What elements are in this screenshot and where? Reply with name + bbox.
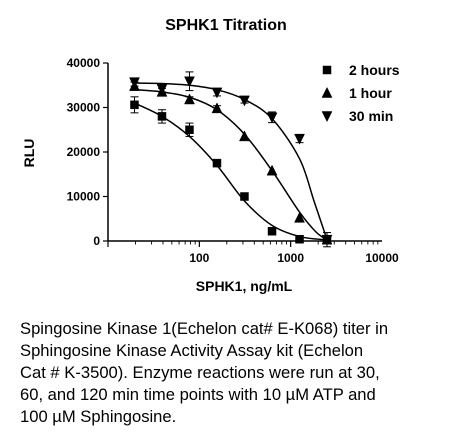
legend-label-1: 2 hours: [349, 62, 400, 78]
data-point-3: [321, 234, 333, 246]
legend-item-3: 30 min: [321, 108, 393, 124]
chart-figure: SPHK1 Titration 0 10000 20000 30000 40000 100…: [21, 17, 400, 294]
legend-label-2: 1 hour: [349, 85, 392, 101]
legend-marker-3: [321, 111, 333, 123]
y-tick-label: 30000: [67, 101, 101, 115]
axes-layer: 0 10000 20000 30000 40000 100 1000 10000: [67, 56, 399, 265]
caption-line-4: 60, and 120 min time points with 10 µM A…: [20, 385, 376, 404]
y-axis-title: RLU: [21, 139, 37, 168]
x-tick-label: 10000: [365, 251, 399, 265]
figure-caption: Spingosine Kinase 1(Echelon cat# E-K068)…: [20, 318, 445, 428]
data-point-1: [212, 158, 222, 168]
x-axis-title: SPHK1, ng/mL: [196, 278, 293, 294]
data-point-2: [294, 211, 305, 223]
data-points-layer: [129, 71, 333, 248]
data-point-2: [184, 93, 195, 105]
legend-label-3: 30 min: [349, 108, 393, 124]
caption-line-1: Spingosine Kinase 1(Echelon cat# E-K068)…: [20, 319, 389, 338]
y-tick-label: 10000: [67, 190, 101, 204]
data-point-3: [184, 76, 195, 88]
data-point-3: [156, 84, 168, 95]
data-point-2: [211, 102, 223, 114]
chart-title: SPHK1 Titration: [165, 17, 287, 34]
y-tick-label: 0: [93, 234, 100, 248]
y-tick-label: 20000: [67, 145, 101, 159]
caption-line-3: Cat # K-3500). Enzyme reactions were run…: [20, 363, 380, 382]
data-point-1: [130, 100, 139, 110]
data-point-3: [239, 95, 250, 107]
data-point-1: [185, 125, 194, 134]
data-point-3: [211, 87, 223, 99]
legend-marker-2: [321, 86, 333, 98]
caption-line-5: 100 µM Sphingosine.: [20, 407, 177, 426]
data-point-3: [266, 112, 278, 124]
chart-svg: SPHK1 Titration 0 10000 20000 30000 40000 100…: [21, 17, 400, 294]
caption-line-2: Sphingosine Kinase Activity Assay kit (E…: [20, 341, 364, 360]
data-point-1: [240, 192, 249, 201]
legend: 2 hours 1 hour 30 min: [321, 62, 400, 124]
data-point-3: [129, 77, 140, 89]
legend-item-2: 1 hour: [321, 85, 392, 101]
data-point-3: [294, 133, 305, 145]
data-point-1: [157, 112, 167, 121]
data-point-1: [295, 234, 304, 244]
legend-item-1: 2 hours: [322, 62, 400, 78]
x-tick-label: 1000: [277, 251, 304, 265]
data-point-2: [239, 130, 250, 142]
data-point-1: [267, 226, 277, 236]
x-tick-label: 100: [189, 251, 209, 265]
data-point-2: [266, 164, 278, 176]
y-tick-label: 40000: [67, 56, 101, 70]
legend-marker-1: [322, 65, 332, 75]
